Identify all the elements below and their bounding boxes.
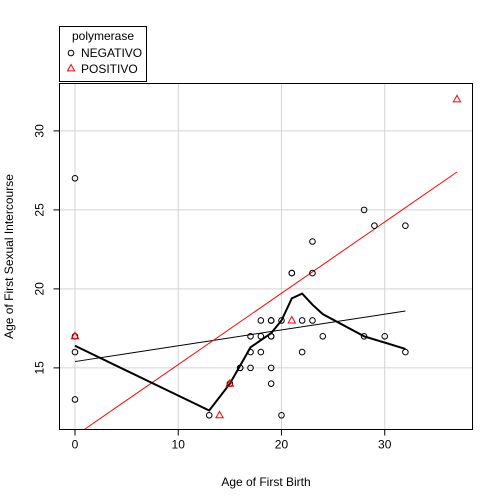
point-negativo [319, 332, 327, 340]
point-negativo [309, 238, 316, 245]
x-tick-label: 20 [275, 438, 289, 452]
plot-frame [59, 83, 473, 430]
point-negativo [257, 317, 265, 324]
point-negativo [236, 364, 244, 372]
point-negativo [267, 364, 275, 372]
y-tick-label: 15 [33, 361, 47, 375]
legend-marker-positivo [66, 63, 76, 72]
x-tick-label: 10 [172, 438, 186, 452]
point-negativo [247, 348, 254, 356]
point-negativo [267, 317, 275, 324]
regression-negativo-line [74, 310, 406, 363]
y-tick-label: 20 [33, 282, 47, 296]
point-positivo [70, 331, 80, 340]
plot-area [59, 83, 473, 430]
x-tick-label: 0 [72, 438, 79, 452]
point-negativo [309, 317, 316, 324]
point-negativo [257, 332, 265, 340]
point-negativo [267, 332, 275, 340]
point-negativo [278, 411, 285, 419]
point-negativo [371, 222, 378, 229]
fit-lines [74, 171, 458, 430]
smooth-line [74, 292, 406, 412]
point-positivo [225, 378, 235, 387]
legend-label-positivo: POSITIVO [81, 62, 138, 76]
point-negativo [71, 174, 79, 182]
grid-lines [59, 83, 473, 430]
point-negativo [71, 348, 79, 356]
legend-title: polymerase [72, 29, 134, 43]
data-points [70, 94, 462, 419]
point-negativo [360, 332, 368, 340]
point-negativo [288, 269, 296, 277]
regression-positivo-line [83, 171, 458, 430]
point-negativo [360, 206, 368, 214]
point-negativo [298, 317, 306, 324]
x-axis-label: Age of First Birth [221, 475, 310, 489]
point-positivo [452, 94, 462, 103]
point-positivo [287, 315, 297, 324]
x-tick-label: 30 [378, 438, 392, 452]
point-negativo [298, 348, 306, 356]
x-axis: 0 10 20 30 [72, 429, 392, 452]
y-tick-label: 25 [33, 203, 47, 217]
point-negativo [247, 332, 254, 340]
y-axis: 15 20 25 30 [33, 124, 60, 375]
point-negativo [247, 364, 254, 372]
legend-marker-negativo [67, 49, 75, 57]
point-negativo [402, 348, 409, 356]
point-negativo [309, 269, 316, 277]
point-negativo [267, 380, 275, 387]
point-positivo [215, 410, 224, 419]
point-negativo [71, 396, 79, 403]
y-axis-label: Age of First Sexual Intercourse [2, 174, 16, 339]
point-negativo [402, 222, 409, 229]
legend: polymerase NEGATIVO POSITIVO [59, 26, 147, 82]
y-tick-label: 30 [33, 124, 47, 138]
point-negativo [257, 348, 265, 356]
legend-label-negativo: NEGATIVO [81, 46, 142, 60]
point-negativo [205, 411, 213, 419]
point-negativo [381, 332, 389, 340]
point-negativo [278, 317, 285, 324]
